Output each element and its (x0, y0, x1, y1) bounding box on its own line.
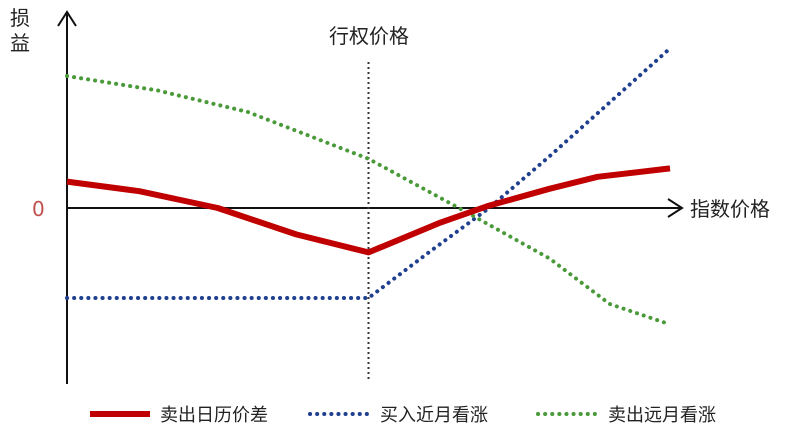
legend-item-buy-near-call: 买入近月看涨 (308, 405, 488, 426)
series-line-buy-near-call (65, 46, 672, 300)
legend-item-sell-far-call: 卖出远月看涨 (536, 405, 716, 426)
y-axis-arrow (57, 10, 77, 27)
legend-label-calendar-spread: 卖出日历价差 (160, 405, 268, 426)
zero-label: 0 (32, 197, 45, 221)
series-line-sell-far-call (65, 74, 672, 327)
series-layer (65, 46, 672, 327)
x-axis-label: 指数价格 (690, 197, 770, 221)
axes (57, 10, 684, 384)
y-axis-label-line1: 损 (10, 6, 30, 30)
series-line-calendar-spread (66, 165, 671, 256)
legend-label-sell-far-call: 卖出远月看涨 (608, 405, 716, 426)
legend: 卖出日历价差 买入近月看涨 卖出远月看涨 (90, 405, 716, 426)
strike-price-label: 行权价格 (329, 24, 409, 48)
legend-label-buy-near-call: 买入近月看涨 (380, 405, 488, 426)
y-axis-label-line2: 益 (10, 31, 30, 55)
x-axis-arrow (667, 198, 684, 218)
legend-item-calendar-spread: 卖出日历价差 (90, 405, 268, 426)
